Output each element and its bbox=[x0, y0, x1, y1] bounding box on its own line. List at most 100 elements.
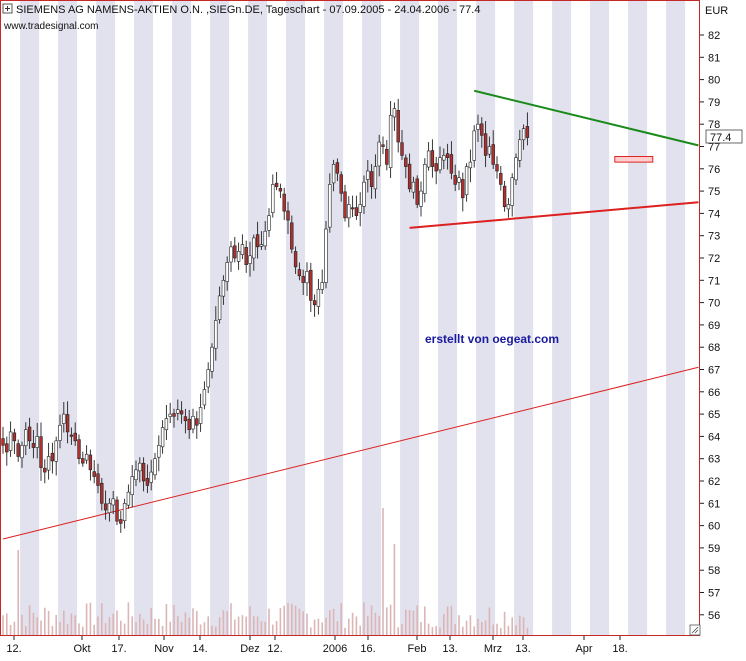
week-band bbox=[552, 1, 572, 636]
volume-bar bbox=[465, 620, 468, 636]
candle bbox=[172, 408, 176, 428]
volume-bar bbox=[180, 621, 183, 636]
candle bbox=[39, 422, 43, 481]
candle bbox=[423, 158, 427, 203]
volume-bar bbox=[492, 624, 494, 636]
volume-bar bbox=[188, 617, 190, 636]
candle bbox=[198, 393, 203, 432]
y-tick-label: 57 bbox=[708, 588, 720, 600]
candle bbox=[445, 143, 450, 170]
candle bbox=[202, 381, 207, 410]
volume-bar bbox=[462, 626, 464, 636]
candle bbox=[88, 449, 93, 481]
volume-bar bbox=[123, 623, 126, 636]
volume-bar bbox=[241, 615, 244, 636]
y-tick-label: 76 bbox=[708, 164, 720, 176]
week-band bbox=[400, 1, 420, 636]
volume-bar bbox=[256, 616, 259, 636]
x-tick-label: Dez bbox=[240, 643, 260, 655]
volume-bar bbox=[389, 604, 392, 636]
volume-bar bbox=[93, 624, 95, 636]
y-tick-label: 78 bbox=[708, 119, 720, 131]
volume-bar bbox=[89, 602, 92, 636]
candle bbox=[107, 498, 112, 522]
volume-bar bbox=[44, 607, 46, 636]
volume-bar bbox=[78, 623, 80, 636]
candle bbox=[331, 159, 336, 192]
x-tick-label: Apr bbox=[575, 643, 592, 655]
volume-bar bbox=[150, 607, 152, 636]
volume-bar bbox=[6, 613, 8, 636]
volume-bar bbox=[298, 608, 301, 636]
candle bbox=[362, 175, 366, 214]
candle bbox=[377, 134, 381, 177]
annotation-text: erstellt von oegeat.com bbox=[425, 332, 559, 346]
candle bbox=[138, 457, 142, 483]
trendlines bbox=[2, 89, 699, 540]
candle bbox=[195, 411, 199, 439]
volume-bar bbox=[253, 616, 255, 636]
week-band bbox=[134, 1, 154, 636]
trendline-red bbox=[2, 366, 699, 540]
week-band bbox=[628, 1, 648, 636]
week-band bbox=[96, 1, 116, 636]
candle bbox=[521, 124, 526, 150]
volume-bar bbox=[503, 611, 506, 636]
candle bbox=[354, 195, 359, 220]
candle bbox=[278, 183, 283, 199]
volume-bar bbox=[446, 606, 449, 636]
volume-bar bbox=[412, 610, 415, 636]
candle bbox=[130, 465, 134, 508]
volume-bar bbox=[234, 619, 236, 636]
volume-bar bbox=[154, 618, 156, 636]
candle bbox=[312, 294, 317, 317]
volume-bar bbox=[431, 627, 434, 636]
volume-bar bbox=[28, 605, 31, 636]
volume-bar bbox=[25, 625, 27, 636]
y-tick-label: 77 bbox=[708, 142, 720, 154]
candle bbox=[96, 463, 100, 494]
week-band bbox=[438, 1, 458, 636]
y-tick-label: 67 bbox=[708, 365, 720, 377]
candle bbox=[274, 171, 279, 191]
candle bbox=[20, 441, 24, 468]
volume-bar bbox=[317, 618, 320, 636]
candle bbox=[525, 112, 530, 146]
volume-bar bbox=[401, 623, 403, 636]
candle bbox=[339, 171, 343, 202]
volume-bar bbox=[222, 610, 225, 636]
volume-bar bbox=[272, 624, 274, 636]
candle bbox=[8, 421, 13, 457]
resize-grip-icon[interactable] bbox=[689, 624, 701, 636]
y-tick-label: 56 bbox=[708, 610, 720, 622]
candle bbox=[84, 445, 89, 464]
volume-bar bbox=[427, 623, 430, 636]
candle bbox=[81, 451, 85, 467]
candle bbox=[358, 192, 362, 227]
volume-bar bbox=[13, 621, 16, 636]
candle bbox=[31, 430, 36, 459]
candle bbox=[461, 172, 465, 212]
volume-bar bbox=[112, 613, 114, 636]
x-tick-label: 2006 bbox=[323, 643, 347, 655]
volume-bar bbox=[469, 615, 472, 636]
volume-bar bbox=[237, 616, 240, 636]
volume-bar bbox=[313, 619, 316, 636]
volume-bar bbox=[279, 608, 282, 636]
candle bbox=[236, 242, 241, 270]
volume-bar bbox=[294, 605, 297, 636]
chart-menu-icon[interactable] bbox=[2, 3, 13, 14]
candle bbox=[487, 136, 492, 158]
candle bbox=[468, 149, 473, 183]
volume-bar bbox=[374, 612, 377, 636]
week-band bbox=[666, 1, 686, 636]
candle bbox=[191, 408, 195, 434]
volume-bar bbox=[443, 614, 445, 636]
candle bbox=[415, 175, 419, 209]
volume-bar bbox=[66, 623, 69, 636]
x-tick-label: 13. bbox=[515, 643, 530, 655]
volume-bar bbox=[161, 625, 164, 636]
candle bbox=[183, 408, 188, 434]
volume-bar bbox=[101, 603, 103, 636]
